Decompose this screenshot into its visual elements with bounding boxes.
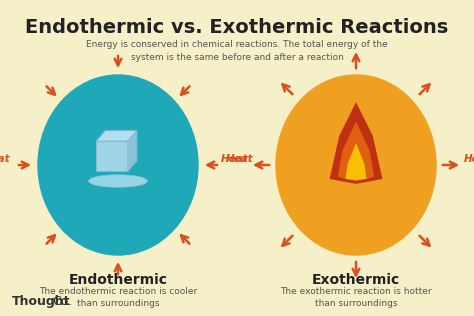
Polygon shape [96,131,137,141]
Text: The exothermic reaction is hotter
than surroundings: The exothermic reaction is hotter than s… [280,287,432,308]
Text: Endothermic vs. Exothermic Reactions: Endothermic vs. Exothermic Reactions [26,18,448,37]
Text: Thought: Thought [12,295,71,308]
Text: Heat: Heat [226,154,254,164]
Text: Heat: Heat [0,154,10,164]
Ellipse shape [89,175,147,187]
Ellipse shape [38,75,198,255]
FancyBboxPatch shape [96,141,128,171]
Ellipse shape [276,75,436,255]
Text: Heat: Heat [220,154,248,164]
Text: Co.: Co. [52,295,72,308]
Polygon shape [346,143,366,180]
Polygon shape [128,131,137,171]
Polygon shape [338,121,374,181]
Text: Exothermic: Exothermic [312,273,400,287]
Polygon shape [329,102,383,184]
Text: Energy is conserved in chemical reactions. The total energy of the
system is the: Energy is conserved in chemical reaction… [86,40,388,62]
Text: Endothermic: Endothermic [69,273,167,287]
Text: The endothermic reaction is cooler
than surroundings: The endothermic reaction is cooler than … [39,287,197,308]
Text: Heat: Heat [464,154,474,164]
